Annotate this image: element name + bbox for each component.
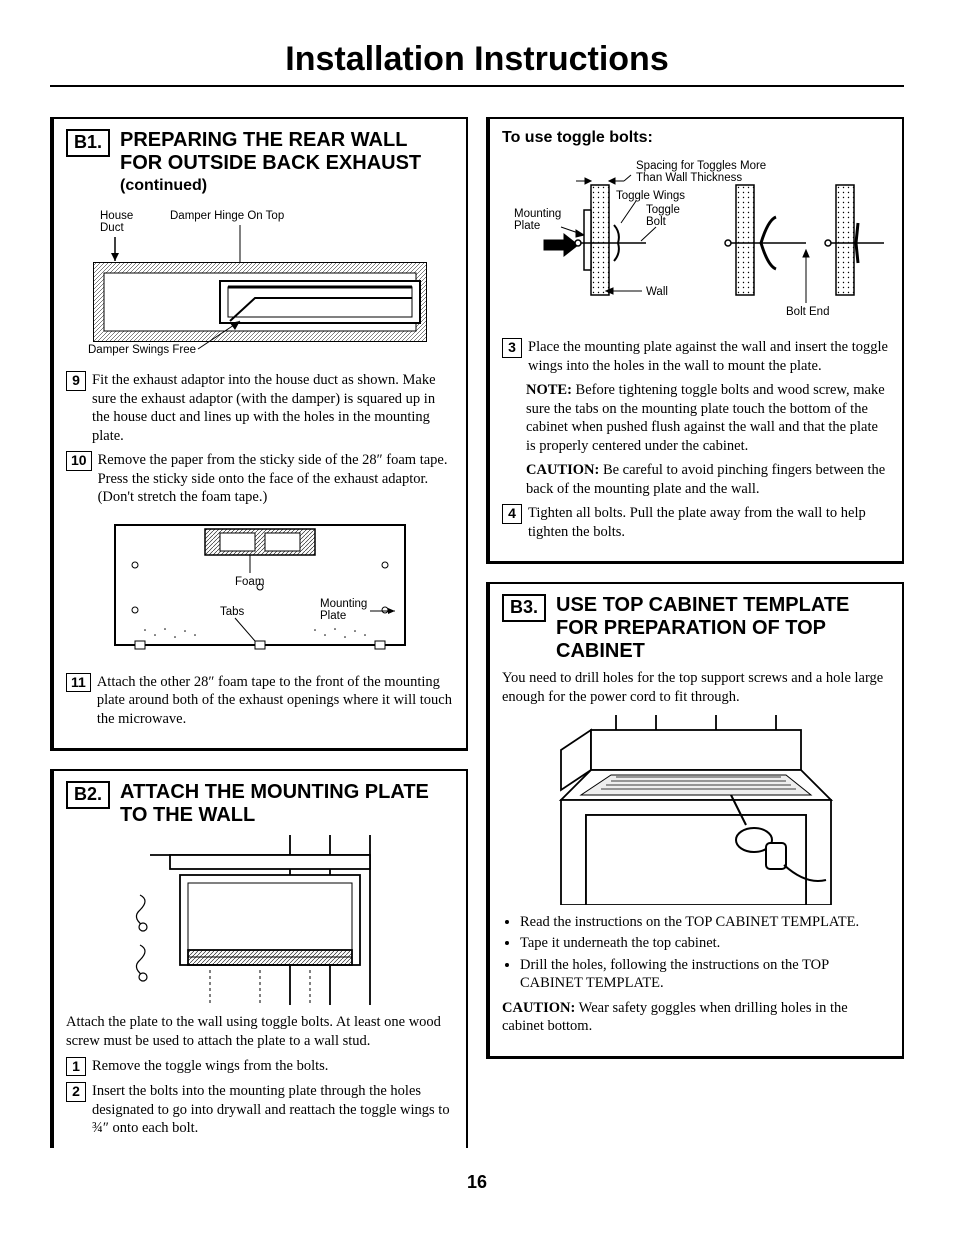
toggle-step-3: 3 Place the mounting plate against the w… bbox=[502, 338, 890, 375]
left-column: B1. PREPARING THE REAR WALL FOR OUTSIDE … bbox=[50, 117, 468, 1166]
section-b3: B3. USE TOP CABINET TEMPLATE FOR PREPARA… bbox=[486, 582, 904, 1058]
label-toggle-wings: Toggle Wings bbox=[616, 190, 685, 202]
step-num-10: 10 bbox=[66, 451, 92, 471]
mounting-plate-foam-diagram: Foam Tabs MountingPlate bbox=[105, 515, 415, 665]
label-damper-hinge: Damper Hinge On Top bbox=[170, 210, 284, 222]
b3-caution-label: CAUTION: bbox=[502, 1000, 575, 1016]
page-number: 16 bbox=[50, 1172, 904, 1193]
label-wall: Wall bbox=[646, 286, 668, 298]
b3-bullet-2: Drill the holes, following the instructi… bbox=[520, 956, 890, 993]
step-text-11: Attach the other 28″ foam tape to the fr… bbox=[97, 673, 454, 729]
step-num-2: 2 bbox=[66, 1082, 86, 1102]
step-num-11: 11 bbox=[66, 673, 91, 693]
b1-code: B1. bbox=[66, 129, 110, 157]
b2-step-2: 2 Insert the bolts into the mounting pla… bbox=[66, 1082, 454, 1138]
b3-caution: CAUTION: Wear safety goggles when drilli… bbox=[502, 999, 890, 1036]
label-mounting-plate2: MountingPlate bbox=[514, 208, 561, 232]
attach-plate-diagram bbox=[110, 835, 410, 1005]
label-spacing: Spacing for Toggles MoreThan Wall Thickn… bbox=[636, 160, 766, 184]
caution-label: CAUTION: bbox=[526, 462, 599, 478]
two-column-layout: B1. PREPARING THE REAR WALL FOR OUTSIDE … bbox=[50, 117, 904, 1166]
note-label: NOTE: bbox=[526, 382, 572, 398]
b2-code: B2. bbox=[66, 781, 110, 809]
step-text-3: Place the mounting plate against the wal… bbox=[528, 338, 890, 375]
step-text-1: Remove the toggle wings from the bolts. bbox=[92, 1057, 328, 1076]
b2-step-1: 1 Remove the toggle wings from the bolts… bbox=[66, 1057, 454, 1077]
toggle-note: NOTE: Before tightening toggle bolts and… bbox=[526, 381, 890, 455]
label-foam: Foam bbox=[235, 576, 264, 588]
b1-step-11: 11 Attach the other 28″ foam tape to the… bbox=[66, 673, 454, 729]
section-b2: B2. ATTACH THE MOUNTING PLATE TO THE WAL… bbox=[50, 769, 468, 1147]
label-tabs: Tabs bbox=[220, 606, 245, 618]
b3-bullet-0: Read the instructions on the TOP CABINET… bbox=[520, 913, 890, 932]
b3-intro: You need to drill holes for the top supp… bbox=[502, 669, 890, 706]
label-house-duct: HouseDuct bbox=[100, 210, 133, 234]
step-text-9: Fit the exhaust adaptor into the house d… bbox=[92, 371, 454, 445]
right-column: To use toggle bolts: Spacing for Toggles… bbox=[486, 117, 904, 1166]
damper-diagram: HouseDuct Damper Hinge On Top Damper bbox=[80, 203, 440, 363]
toggle-heading: To use toggle bolts: bbox=[502, 129, 890, 147]
b1-title: PREPARING THE REAR WALL FOR OUTSIDE BACK… bbox=[120, 129, 454, 175]
b1-step-10: 10 Remove the paper from the sticky side… bbox=[66, 451, 454, 507]
label-toggle-bolt: ToggleBolt bbox=[646, 204, 680, 228]
step-text-4: Tighten all bolts. Pull the plate away f… bbox=[528, 504, 890, 541]
step-num-1: 1 bbox=[66, 1057, 86, 1077]
step-num-3: 3 bbox=[502, 338, 522, 358]
step-num-9: 9 bbox=[66, 371, 86, 391]
step-text-10: Remove the paper from the sticky side of… bbox=[98, 451, 454, 507]
toggle-bolt-diagram: Spacing for Toggles MoreThan Wall Thickn… bbox=[506, 155, 886, 330]
b2-intro: Attach the plate to the wall using toggl… bbox=[66, 1013, 454, 1050]
section-toggle-bolts: To use toggle bolts: Spacing for Toggles… bbox=[486, 117, 904, 564]
toggle-caution: CAUTION: Be careful to avoid pinching fi… bbox=[526, 461, 890, 498]
b3-bullet-1: Tape it underneath the top cabinet. bbox=[520, 934, 890, 953]
step-text-2: Insert the bolts into the mounting plate… bbox=[92, 1082, 454, 1138]
b3-code: B3. bbox=[502, 594, 546, 622]
b3-bullets: Read the instructions on the TOP CABINET… bbox=[502, 913, 890, 993]
label-damper-swings: Damper Swings Free bbox=[88, 344, 196, 356]
page-title: Installation Instructions bbox=[50, 40, 904, 87]
b2-title: ATTACH THE MOUNTING PLATE TO THE WALL bbox=[120, 781, 454, 827]
section-b1: B1. PREPARING THE REAR WALL FOR OUTSIDE … bbox=[50, 117, 468, 751]
b1-subtitle: (continued) bbox=[120, 177, 454, 195]
step-num-4: 4 bbox=[502, 504, 522, 524]
b1-step-9: 9 Fit the exhaust adaptor into the house… bbox=[66, 371, 454, 445]
b3-title: USE TOP CABINET TEMPLATE FOR PREPARATION… bbox=[556, 594, 890, 663]
toggle-step-4: 4 Tighten all bolts. Pull the plate away… bbox=[502, 504, 890, 541]
drill-cabinet-diagram bbox=[556, 715, 836, 905]
label-bolt-end: Bolt End bbox=[786, 306, 829, 318]
note-text: Before tightening toggle bolts and wood … bbox=[526, 382, 885, 454]
